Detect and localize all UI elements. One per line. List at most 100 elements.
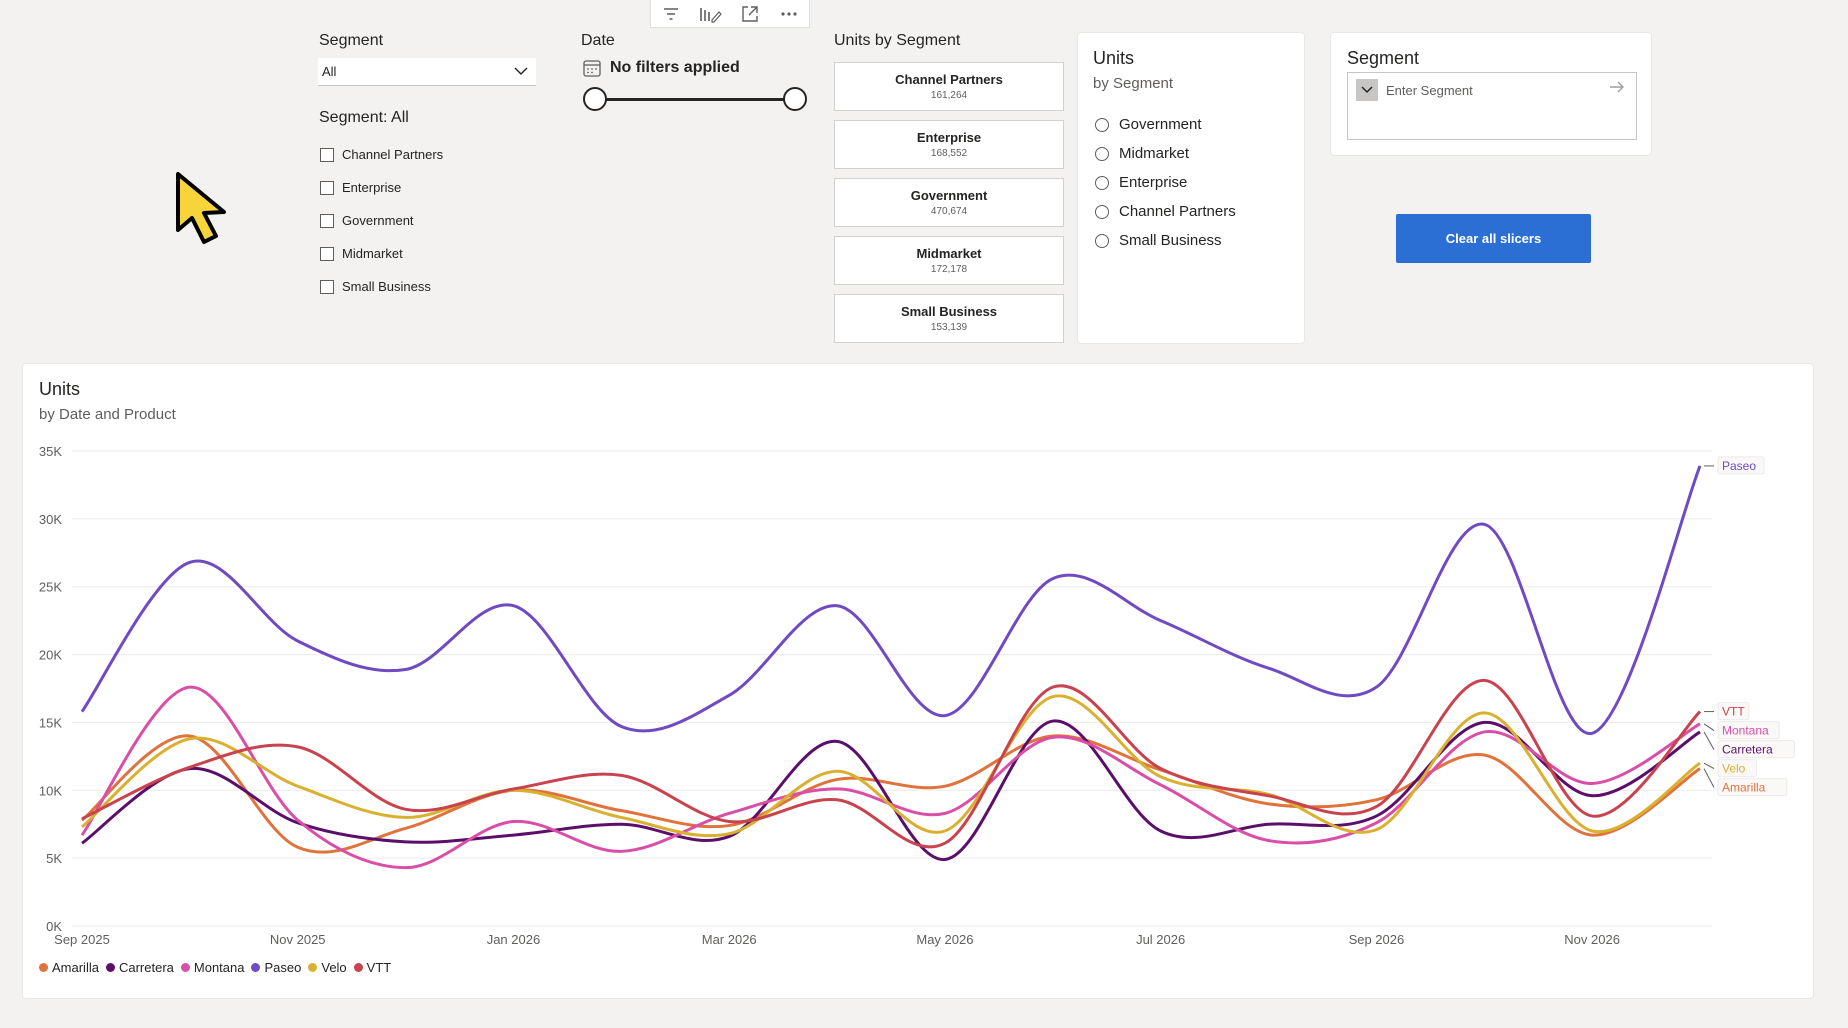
units-line-chart-panel [22,363,1814,999]
checkbox-label: Enterprise [342,180,402,195]
end-label-carretera: Carretera [1722,743,1773,757]
radio-item-enterprise[interactable]: Enterprise [1095,168,1236,197]
focus-mode-icon[interactable] [737,3,763,25]
radio-label: Small Business [1119,232,1222,249]
segment-card-value: 470,674 [930,206,968,217]
end-label-box [1717,702,1750,721]
series-line-velo[interactable] [81,694,1701,838]
legend-dot-icon [251,963,261,972]
radio-button[interactable] [1095,204,1109,219]
radio-item-government[interactable]: Government [1095,110,1236,139]
legend-dot-icon [353,963,363,972]
end-label-vtt: VTT [1722,705,1745,719]
end-label-leader [1703,762,1715,770]
radio-label: Government [1119,116,1202,133]
checkbox-item-midmarket[interactable]: Midmarket [320,237,443,270]
chevron-down-icon [514,67,528,75]
x-tick-label: Jan 2026 [487,932,541,947]
y-tick-label: 25K [39,580,62,595]
segment-card-value: 172,178 [930,264,968,275]
checkbox[interactable] [320,180,334,195]
checkbox[interactable] [320,279,334,294]
segment-checklist: Channel Partners Enterprise Government M… [320,138,443,303]
x-tick-label: Jul 2026 [1136,932,1185,947]
radio-list: Government Midmarket Enterprise Channel … [1095,110,1236,255]
segment-search-input[interactable] [1386,79,1596,101]
legend-item-velo[interactable]: Velo [308,960,347,975]
clear-all-slicers-button[interactable]: Clear all slicers [1396,214,1591,263]
chart-title: Units [39,379,81,399]
legend-dot-icon [39,963,48,972]
legend-dot-icon [180,963,190,972]
y-tick-label: 30K [39,512,62,527]
checkbox-label: Channel Partners [342,147,444,162]
series-line-montana[interactable] [80,685,1701,870]
end-label-velo: Velo [1722,762,1746,776]
segment-card-midmarket[interactable]: Midmarket 172,178 [834,236,1064,285]
mouse-cursor-icon [176,172,226,244]
legend-label: Paseo [264,960,302,975]
checkbox-item-enterprise[interactable]: Enterprise [320,171,443,204]
y-tick-label: 15K [39,715,62,730]
radio-item-channel-partners[interactable]: Channel Partners [1095,197,1236,226]
date-filter-text: No filters applied [610,59,740,76]
legend-dot-icon [105,963,115,972]
radio-item-midmarket[interactable]: Midmarket [1095,139,1236,168]
y-tick-label: 20K [39,648,62,663]
end-label-leader [1703,723,1715,731]
calendar-icon[interactable] [582,58,602,78]
legend-label: Carretera [118,960,174,975]
arrow-right-icon[interactable] [1608,79,1626,95]
filter-icon[interactable] [658,3,684,25]
y-tick-label: 0K [46,919,62,934]
x-tick-label: Sep 2026 [1349,932,1405,947]
segment-card-small-business[interactable]: Small Business 153,139 [834,294,1064,343]
segment-dropdown-label: Segment [319,32,384,49]
legend-label: Amarilla [52,960,99,975]
segment-card-government[interactable]: Government 470,674 [834,178,1064,227]
end-label-leader [1703,768,1715,788]
series-line-amarilla[interactable] [81,734,1701,854]
date-slicer-label: Date [581,32,615,49]
legend-label: VTT [366,960,392,975]
visual-header-toolbar [650,0,810,28]
date-slider-end-handle[interactable] [783,87,807,111]
x-tick-label: Mar 2026 [702,932,757,947]
legend-item-carretera[interactable]: Carretera [105,960,174,975]
radio-button[interactable] [1095,175,1109,190]
end-label-box [1717,759,1757,778]
x-tick-label: Nov 2026 [1564,932,1620,947]
segment-search-title: Segment [1347,48,1420,68]
segment-dropdown[interactable]: All [318,58,536,86]
date-range-slider[interactable] [595,98,795,101]
radio-button[interactable] [1095,117,1109,132]
end-label-paseo: Paseo [1722,459,1756,473]
segment-card-enterprise[interactable]: Enterprise 168,552 [834,120,1064,169]
chevron-down-icon [1361,86,1373,94]
segment-card-channel-partners[interactable]: Channel Partners 161,264 [834,62,1064,111]
radio-button[interactable] [1095,233,1109,248]
checkbox-item-channel-partners[interactable]: Channel Partners [320,138,443,171]
radio-item-small-business[interactable]: Small Business [1095,226,1236,255]
more-options-icon[interactable] [776,3,802,25]
end-label-box [1717,456,1765,475]
series-line-vtt[interactable] [81,678,1702,849]
legend-item-amarilla[interactable]: Amarilla [39,960,99,975]
expand-button[interactable] [1356,79,1378,101]
checkbox[interactable] [320,213,334,228]
legend-item-montana[interactable]: Montana [180,960,244,975]
date-slider-start-handle[interactable] [583,87,607,111]
checkbox[interactable] [320,246,334,261]
segment-card-name: Enterprise [916,130,982,145]
end-label-leader [1703,731,1715,750]
checkbox-item-small-business[interactable]: Small Business [320,270,443,303]
radio-button[interactable] [1095,146,1109,161]
legend-item-vtt[interactable]: VTT [353,960,392,975]
checkbox-item-government[interactable]: Government [320,204,443,237]
end-label-box [1717,721,1780,740]
checkbox[interactable] [320,147,334,162]
legend-item-paseo[interactable]: Paseo [251,960,301,975]
series-line-paseo[interactable] [80,465,1702,735]
segment-card-value: 161,264 [930,90,968,101]
format-visual-icon[interactable] [697,3,723,25]
